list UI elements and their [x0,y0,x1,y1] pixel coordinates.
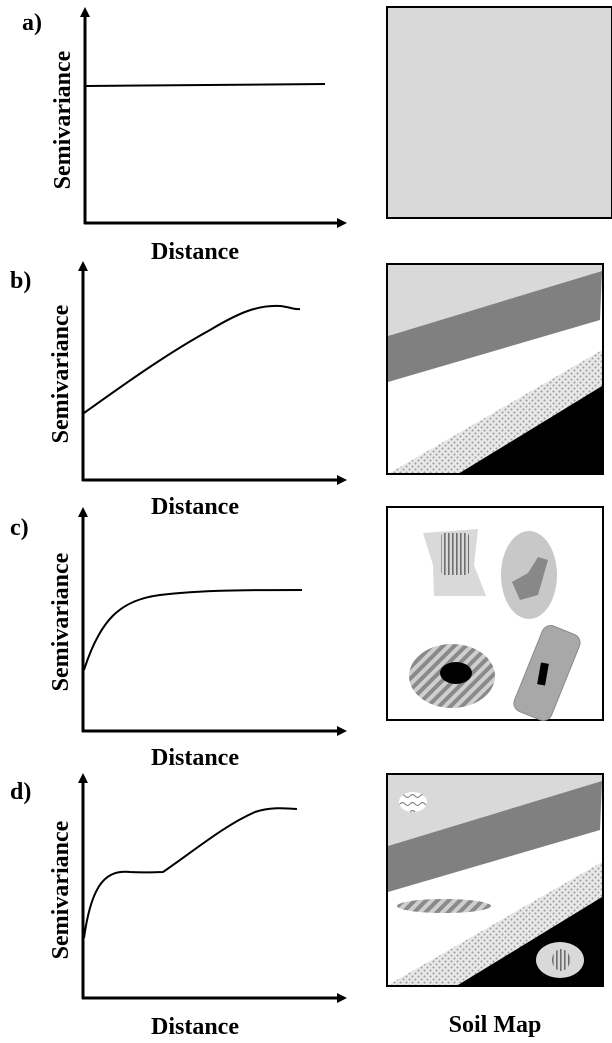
map-border [386,263,604,475]
y-axis-label: Semivariance [48,820,74,959]
variogram-curve [83,807,298,939]
variogram-curve [83,589,303,671]
panel-b: b) Semivariance Distance [10,261,604,520]
variogram-c: Semivariance Distance [48,507,347,771]
black-inclusion [440,662,472,684]
black-unit [458,386,602,474]
variogram-curve [85,83,326,87]
uniform-soil-unit [386,6,612,219]
panel-c-label: c) [10,515,29,541]
dark-gray-band [388,271,602,382]
x-axis-label: Distance [151,239,239,265]
vertical-lined-inclusion [552,949,570,971]
dotted-band [388,350,602,474]
panel-b-label: b) [10,268,31,294]
panel-d: d) Semivariance Distance [10,773,604,1040]
x-axis-label: Distance [151,1014,239,1038]
panel-a: a) Semivariance Distance [22,6,612,265]
soil-map-d [386,773,604,987]
dark-gray-band [388,781,602,892]
variogram-d: Semivariance Distance [48,773,347,1040]
y-axis-label: Semivariance [48,304,74,443]
variogram-curve [83,304,301,414]
map-border [386,773,604,987]
wavy-patch [399,792,427,812]
panel-a-label: a) [22,10,42,36]
hatched-lens [397,899,491,913]
map-caption: Soil Map [449,1012,542,1038]
dark-gray-inclusion [512,557,548,600]
variogram-b: Semivariance Distance [48,261,347,520]
y-axis-label: Semivariance [48,552,74,691]
panel-c: c) Semivariance Distance [10,506,604,771]
light-gray-unit [388,265,602,336]
y-axis-label: Semivariance [50,50,76,189]
panel-d-label: d) [10,779,31,805]
light-gray-unit [388,775,602,846]
x-axis-label: Distance [151,745,239,771]
soil-map-c [386,506,604,721]
vertical-lined-patch [441,533,469,575]
x-axis-label: Distance [151,494,239,520]
dotted-band [388,862,602,985]
black-bar-inclusion [537,662,549,686]
variogram-a: Semivariance Distance [50,7,347,265]
soil-map-b [386,263,604,475]
soil-map-a [386,6,612,219]
